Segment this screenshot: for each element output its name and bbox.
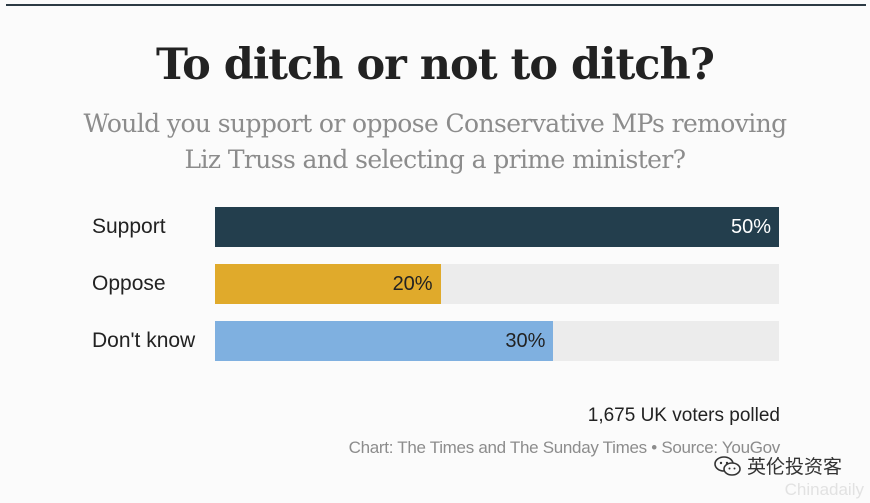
category-label: Don't know (92, 329, 196, 352)
category-label: Support (92, 215, 166, 238)
chart-subtitle: Would you support or oppose Conservative… (83, 109, 787, 174)
bar-track: 30% (215, 321, 779, 361)
category-label: Oppose (92, 272, 166, 295)
watermark-subtext: Chinadaily (784, 480, 864, 499)
source-credit: Chart: The Times and The Sunday Times • … (348, 438, 781, 457)
top-rule (6, 4, 866, 6)
bar-value-label: 30% (505, 330, 546, 352)
chart-title: To ditch or not to ditch? (156, 40, 715, 90)
sample-size: 1,675 UK voters polled (587, 405, 780, 426)
bar-track: 50% (215, 207, 779, 247)
bar-value-label: 50% (730, 216, 771, 238)
bar-value-label: 20% (392, 273, 433, 295)
bar: 20% (215, 264, 441, 304)
wechat-icon (714, 455, 741, 476)
bar: 30% (215, 321, 554, 361)
watermark-text: 英伦投资客 (746, 457, 842, 478)
bar-track: 20% (215, 264, 779, 304)
watermark: 英伦投资客 (713, 452, 842, 479)
bar: 50% (215, 207, 779, 247)
